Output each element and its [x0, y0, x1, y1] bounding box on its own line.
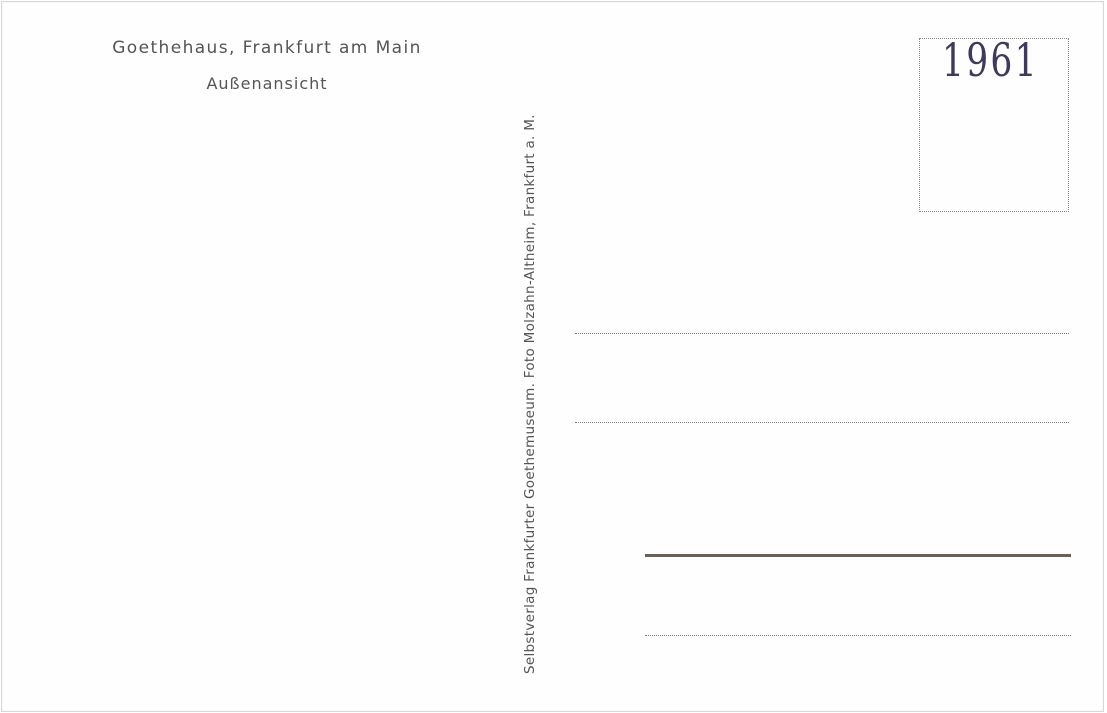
publisher-line: Selbstverlag Frankfurter Goethemuseum. F…	[522, 114, 538, 674]
address-line-1	[575, 333, 1069, 334]
address-line-2	[575, 422, 1069, 423]
postcard-title: Goethehaus, Frankfurt am Main	[112, 38, 422, 58]
address-line-4	[645, 635, 1071, 636]
postcard-subtitle: Außenansicht	[206, 74, 328, 93]
handwritten-year: 1961	[942, 33, 1039, 87]
address-line-3	[645, 554, 1071, 557]
stamp-box: 1961	[919, 33, 1069, 212]
